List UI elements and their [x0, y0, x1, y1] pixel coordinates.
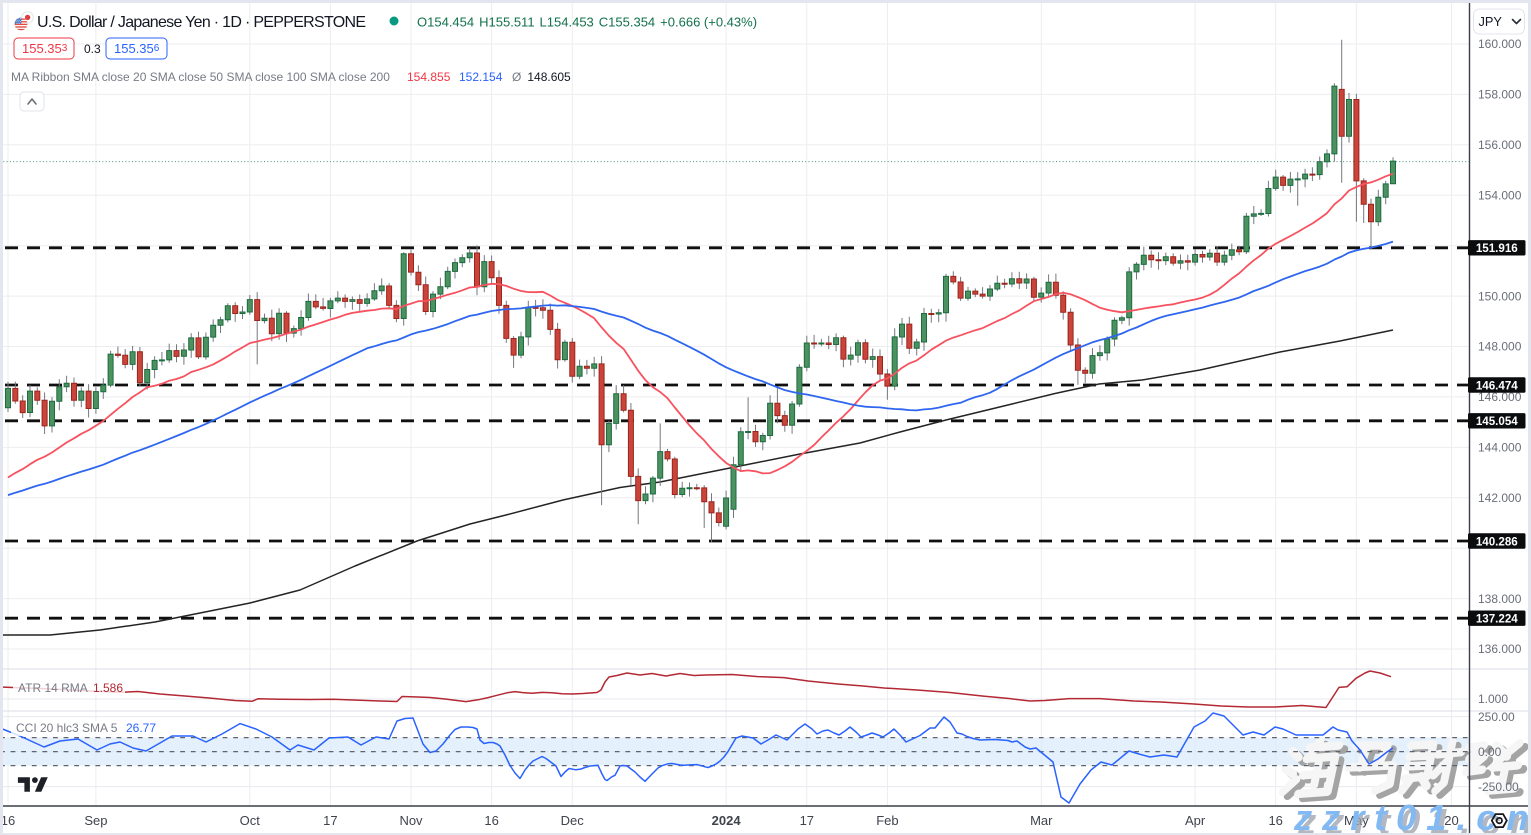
svg-text:CCI 20 hlc3 SMA 5: CCI 20 hlc3 SMA 5 [16, 721, 118, 735]
svg-text:1.000: 1.000 [1478, 692, 1508, 706]
svg-text:2024: 2024 [712, 813, 742, 828]
svg-text:250.00: 250.00 [1478, 710, 1515, 724]
svg-text:151.916: 151.916 [1476, 242, 1518, 255]
svg-text:136.000: 136.000 [1478, 642, 1522, 656]
svg-text:-250.00: -250.00 [1478, 780, 1519, 794]
svg-text:16: 16 [1, 813, 15, 828]
svg-text:16: 16 [484, 813, 498, 828]
svg-text:140.286: 140.286 [1476, 535, 1518, 548]
svg-text:0.3: 0.3 [84, 42, 101, 56]
svg-text:16: 16 [1268, 813, 1282, 828]
svg-text:155.353: 155.353 [22, 41, 68, 56]
svg-text:155.356: 155.356 [114, 41, 160, 56]
svg-text:146.474: 146.474 [1476, 379, 1518, 392]
svg-text:ATR 14 RMA: ATR 14 RMA [18, 681, 88, 695]
svg-text:144.000: 144.000 [1478, 441, 1522, 455]
svg-text:Apr: Apr [1185, 813, 1206, 828]
svg-text:20: 20 [1444, 813, 1458, 828]
svg-text:Sep: Sep [84, 813, 107, 828]
svg-text:17: 17 [323, 813, 337, 828]
svg-text:138.000: 138.000 [1478, 592, 1522, 606]
svg-text:Oct: Oct [240, 813, 261, 828]
svg-text:137.224: 137.224 [1476, 613, 1518, 626]
svg-text:158.000: 158.000 [1478, 88, 1522, 102]
svg-text:142.000: 142.000 [1478, 491, 1522, 505]
svg-text:U.S. Dollar / Japanese Yen · 1: U.S. Dollar / Japanese Yen · 1D · PEPPER… [37, 14, 365, 31]
svg-text:148.000: 148.000 [1478, 340, 1522, 354]
svg-text:0.00: 0.00 [1478, 745, 1502, 759]
svg-text:MA Ribbon SMA close 20 SMA clo: MA Ribbon SMA close 20 SMA close 50 SMA … [11, 70, 390, 84]
svg-text:160.000: 160.000 [1478, 37, 1522, 51]
svg-text:152.154: 152.154 [459, 70, 503, 84]
svg-text:154.000: 154.000 [1478, 189, 1522, 203]
svg-text:145.054: 145.054 [1476, 415, 1518, 428]
svg-text:Dec: Dec [561, 813, 585, 828]
svg-text:JPY: JPY [1479, 14, 1503, 29]
svg-text:Feb: Feb [876, 813, 898, 828]
svg-text:Nov: Nov [399, 813, 423, 828]
svg-text:146.000: 146.000 [1478, 390, 1522, 404]
svg-text:26.77: 26.77 [126, 721, 156, 735]
svg-text:17: 17 [800, 813, 814, 828]
svg-text:156.000: 156.000 [1478, 138, 1522, 152]
svg-text:154.855: 154.855 [407, 70, 451, 84]
svg-text:May: May [1344, 813, 1369, 828]
svg-text:1.586: 1.586 [93, 681, 123, 695]
svg-text:zzrt01.cn: zzrt01.cn [1293, 797, 1531, 835]
svg-text:zzrt01.cn: zzrt01.cn [1297, 801, 1531, 835]
svg-text:150.000: 150.000 [1478, 289, 1522, 303]
svg-text:Mar: Mar [1030, 813, 1053, 828]
